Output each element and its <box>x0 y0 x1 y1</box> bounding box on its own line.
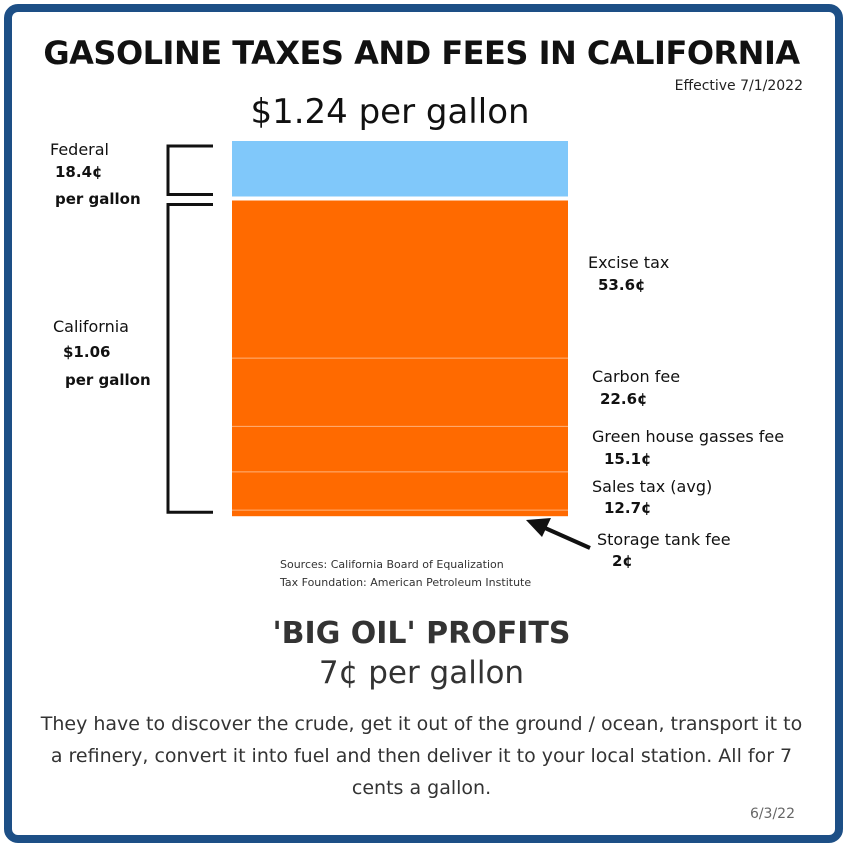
bar-segment-sales-tax-avg <box>232 471 568 511</box>
sources-line-1: Sources: California Board of Equalizatio… <box>280 558 504 571</box>
sales-label: Sales tax (avg) <box>592 477 713 496</box>
federal-bracket <box>166 144 213 196</box>
federal-label: Federal <box>50 140 109 159</box>
greenhouse-value: 15.1¢ <box>604 450 652 468</box>
california-unit: per gallon <box>65 371 151 389</box>
page-title: GASOLINE TAXES AND FEES IN CALIFORNIA <box>43 34 800 72</box>
sources: Sources: California Board of Equalizatio… <box>280 556 531 592</box>
excise-value: 53.6¢ <box>598 276 646 294</box>
total-per-gallon: $1.24 per gallon <box>250 92 530 132</box>
greenhouse-label: Green house gasses fee <box>592 427 785 446</box>
excise-label: Excise tax <box>588 253 670 272</box>
big-oil-title: 'BIG OIL' PROFITS <box>272 616 571 651</box>
group-gap <box>232 196 568 201</box>
bar-segment-excise-tax <box>232 196 568 359</box>
sources-line-2: Tax Foundation: American Petroleum Insti… <box>280 576 532 589</box>
bar-segment-federal <box>232 141 568 197</box>
carbon-label: Carbon fee <box>592 367 681 386</box>
big-oil-description: They have to discover the crude, get it … <box>40 713 803 799</box>
big-oil-subtitle: 7¢ per gallon <box>318 655 525 691</box>
bar-segment-carbon-fee <box>232 358 568 427</box>
federal-value: 18.4¢ <box>55 163 103 181</box>
california-bracket <box>166 202 213 514</box>
federal-unit: per gallon <box>55 190 141 208</box>
california-value: $1.06 <box>63 343 111 361</box>
bar-segment-storage-tank-fee <box>232 510 568 517</box>
carbon-value: 22.6¢ <box>600 390 648 408</box>
storage-label: Storage tank fee <box>597 530 731 549</box>
storage-value: 2¢ <box>612 552 633 570</box>
bar-segment-green-house-gasses-fee <box>232 426 568 472</box>
storage-arrow <box>526 518 591 550</box>
california-label: California <box>53 317 129 336</box>
post-date: 6/3/22 <box>749 806 795 822</box>
effective-date: Effective 7/1/2022 <box>674 78 803 94</box>
sales-value: 12.7¢ <box>604 499 652 517</box>
